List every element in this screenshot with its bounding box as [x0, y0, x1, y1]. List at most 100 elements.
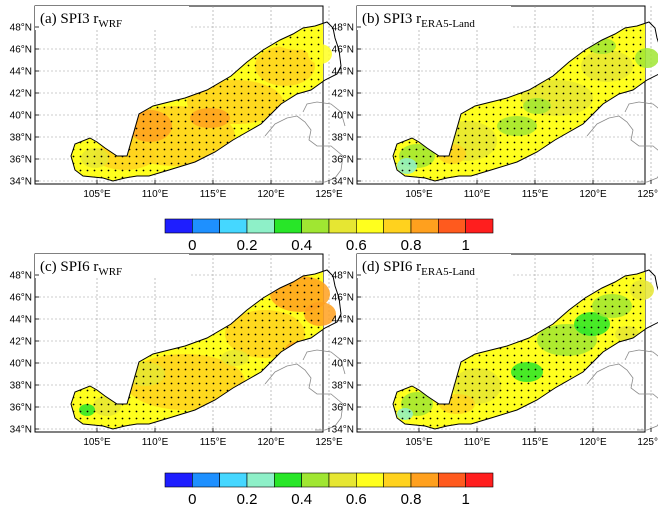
colorbar-bin: [356, 218, 384, 234]
lat-tick-label: 38°N: [332, 133, 354, 144]
colorbar-bin: [383, 218, 412, 234]
lat-tick-label: 34°N: [332, 177, 354, 188]
lon-tick-label: 120°E: [257, 189, 285, 200]
colorbar-bin: [356, 472, 384, 488]
colorbar-bin: [192, 472, 220, 488]
lat-tick-label: 34°N: [332, 425, 354, 436]
lon-tick-label: 125°E: [315, 189, 343, 200]
panel-title-subscript: WRF: [98, 266, 122, 278]
panel-title: (c) SPI6 rWRF: [35, 254, 189, 278]
lat-tick-label: 36°N: [332, 155, 354, 166]
lat-tick-label: 36°N: [332, 403, 354, 414]
colorbar-label: 1: [461, 491, 469, 507]
lon-tick-label: 115°E: [200, 437, 227, 448]
lat-tick-label: 42°N: [332, 89, 354, 100]
lat-tick-label: 46°N: [332, 293, 354, 304]
lat-tick-label: 34°N: [10, 425, 32, 436]
map-panel: (a) SPI3 rWRF 34°N 36°N 38°N 40°N 42°N 44°N 46°…: [10, 5, 346, 200]
colorbar-label: 0.8: [401, 491, 422, 507]
map-panel: (c) SPI6 rWRF 34°N 36°N 38°N 40°N 42°N 44°N 46°…: [10, 253, 346, 448]
lon-tick-label: 120°E: [579, 437, 607, 448]
colorbar-bin: [301, 472, 330, 488]
panel-title-subscript: ERA5-Land: [421, 266, 475, 278]
panel-title-subscript: WRF: [98, 18, 122, 30]
lat-tick-label: 42°N: [332, 337, 354, 348]
colorbar-label: 0: [188, 491, 196, 507]
lon-tick-label: 115°E: [522, 437, 549, 448]
lon-tick-label: 125°E: [637, 189, 658, 200]
map-panel: (d) SPI6 rERA5-Land 34°N 36°N 38°N 40°N 42°N 4…: [332, 253, 658, 448]
colorbar-label: 0.6: [346, 491, 367, 507]
lat-tick-label: 40°N: [332, 359, 354, 370]
lat-tick-label: 44°N: [10, 67, 32, 78]
lon-tick-label: 125°E: [315, 437, 343, 448]
colorbar-label: 0.2: [237, 237, 258, 254]
lat-tick-label: 46°N: [10, 45, 32, 56]
colorbar-bin: [274, 218, 302, 234]
panel-title: (d) SPI6 rERA5-Land: [357, 254, 511, 278]
lat-tick-label: 46°N: [10, 293, 32, 304]
colorbar-bin: [219, 472, 248, 488]
lon-tick-label: 115°E: [522, 189, 549, 200]
lat-tick-label: 48°N: [10, 271, 32, 282]
colorbar-label: 0.4: [291, 491, 312, 507]
lat-tick-label: 40°N: [332, 111, 354, 122]
panel-title: (b) SPI3 rERA5-Land: [357, 6, 511, 30]
colorbar-bin: [164, 472, 193, 488]
lon-tick-label: 110°E: [464, 437, 491, 448]
lat-tick-label: 42°N: [10, 89, 32, 100]
colorbar-bin: [274, 472, 302, 488]
colorbar-bin: [410, 218, 439, 234]
lat-tick-label: 48°N: [332, 23, 354, 34]
lon-tick-label: 110°E: [142, 437, 169, 448]
colorbar-bin: [328, 218, 357, 234]
lat-tick-label: 38°N: [10, 133, 32, 144]
colorbar-bin: [410, 472, 439, 488]
colorbar-bin: [438, 472, 466, 488]
colorbar-bin: [192, 218, 220, 234]
colorbar-bin: [246, 472, 275, 488]
colorbar: 0 0.2 0.4 0.6 0.8 1: [164, 472, 494, 507]
colorbar-bin: [328, 472, 357, 488]
lon-tick-label: 105°E: [405, 189, 433, 200]
lat-tick-label: 44°N: [332, 315, 354, 326]
colorbar: 0 0.2 0.4 0.6 0.8 1: [164, 218, 494, 254]
lon-tick-label: 110°E: [142, 189, 169, 200]
colorbar-label: 1: [461, 237, 469, 254]
lon-tick-label: 125°E: [637, 437, 658, 448]
colorbar-bin: [465, 472, 494, 488]
colorbar-bin: [301, 218, 330, 234]
colorbar-label: 0: [188, 237, 196, 254]
colorbar-bin: [383, 472, 412, 488]
colorbar-bin: [164, 218, 193, 234]
lat-tick-label: 40°N: [10, 111, 32, 122]
lat-tick-label: 38°N: [332, 381, 354, 392]
lat-tick-label: 34°N: [10, 177, 32, 188]
lat-tick-label: 46°N: [332, 45, 354, 56]
lon-tick-label: 120°E: [257, 437, 285, 448]
lat-tick-label: 38°N: [10, 381, 32, 392]
colorbar-label: 0.6: [346, 237, 367, 254]
lon-tick-label: 115°E: [200, 189, 227, 200]
lat-tick-label: 36°N: [10, 155, 32, 166]
map-panel: (b) SPI3 rERA5-Land 34°N 36°N 38°N 40°N 42°N 4…: [332, 5, 658, 200]
lon-tick-label: 120°E: [579, 189, 607, 200]
panel-title-subscript: ERA5-Land: [421, 18, 475, 30]
colorbar-bin: [219, 218, 248, 234]
colorbar-label: 0.2: [237, 491, 258, 507]
colorbar-label: 0.8: [401, 237, 422, 254]
panel-title: (a) SPI3 rWRF: [35, 6, 189, 30]
lat-tick-label: 42°N: [10, 337, 32, 348]
colorbar-bin: [438, 218, 466, 234]
lat-tick-label: 36°N: [10, 403, 32, 414]
lat-tick-label: 40°N: [10, 359, 32, 370]
lon-tick-label: 105°E: [83, 437, 111, 448]
lat-tick-label: 48°N: [10, 23, 32, 34]
colorbar-label: 0.4: [291, 237, 312, 254]
lat-tick-label: 44°N: [10, 315, 32, 326]
lon-tick-label: 105°E: [83, 189, 111, 200]
lat-tick-label: 48°N: [332, 271, 354, 282]
lat-tick-label: 44°N: [332, 67, 354, 78]
lon-tick-label: 105°E: [405, 437, 433, 448]
